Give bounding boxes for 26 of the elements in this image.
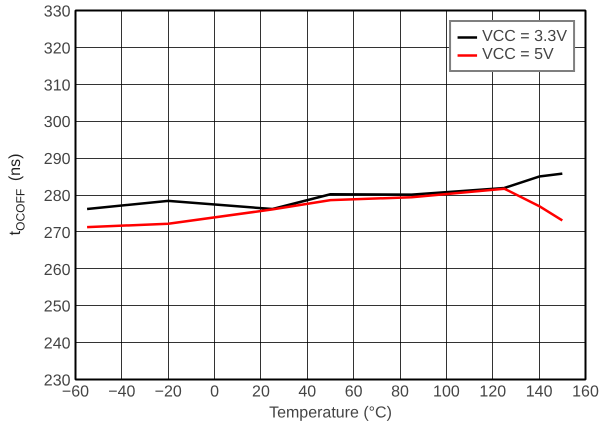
- y-tick-label: 330: [44, 4, 71, 20]
- x-tick-label: 120: [479, 384, 506, 400]
- y-tick-label: 260: [44, 262, 71, 279]
- x-tick-label: −20: [154, 384, 182, 400]
- x-tick-label: 40: [298, 384, 316, 400]
- x-axis-title: Temperature (°C): [269, 404, 392, 422]
- y-tick-label: 320: [44, 40, 71, 58]
- line-series: [86, 187, 564, 228]
- y-tick-label: 250: [44, 298, 71, 316]
- y-tick-label: 240: [44, 336, 71, 353]
- y-tick-label: 300: [44, 114, 71, 132]
- x-tick-label: 20: [252, 384, 270, 400]
- x-tick-label: 80: [391, 384, 410, 400]
- x-tick-label: −40: [108, 384, 136, 400]
- legend-label: VCC = 3.3V: [482, 28, 567, 46]
- y-axis-title: tOCOFF (ns): [7, 154, 28, 236]
- x-tick-label: 0: [210, 384, 220, 400]
- y-tick-label: 270: [44, 224, 71, 242]
- y-tick-label: 310: [44, 77, 71, 94]
- legend-label: VCC = 5V: [482, 46, 554, 64]
- y-tick-label: 290: [44, 151, 71, 168]
- x-tick-label: 60: [344, 384, 363, 400]
- x-tick-label: 100: [433, 384, 460, 400]
- x-tick-label: 140: [526, 384, 553, 400]
- y-tick-label: 280: [44, 188, 71, 205]
- x-tick-label: 160: [572, 384, 599, 400]
